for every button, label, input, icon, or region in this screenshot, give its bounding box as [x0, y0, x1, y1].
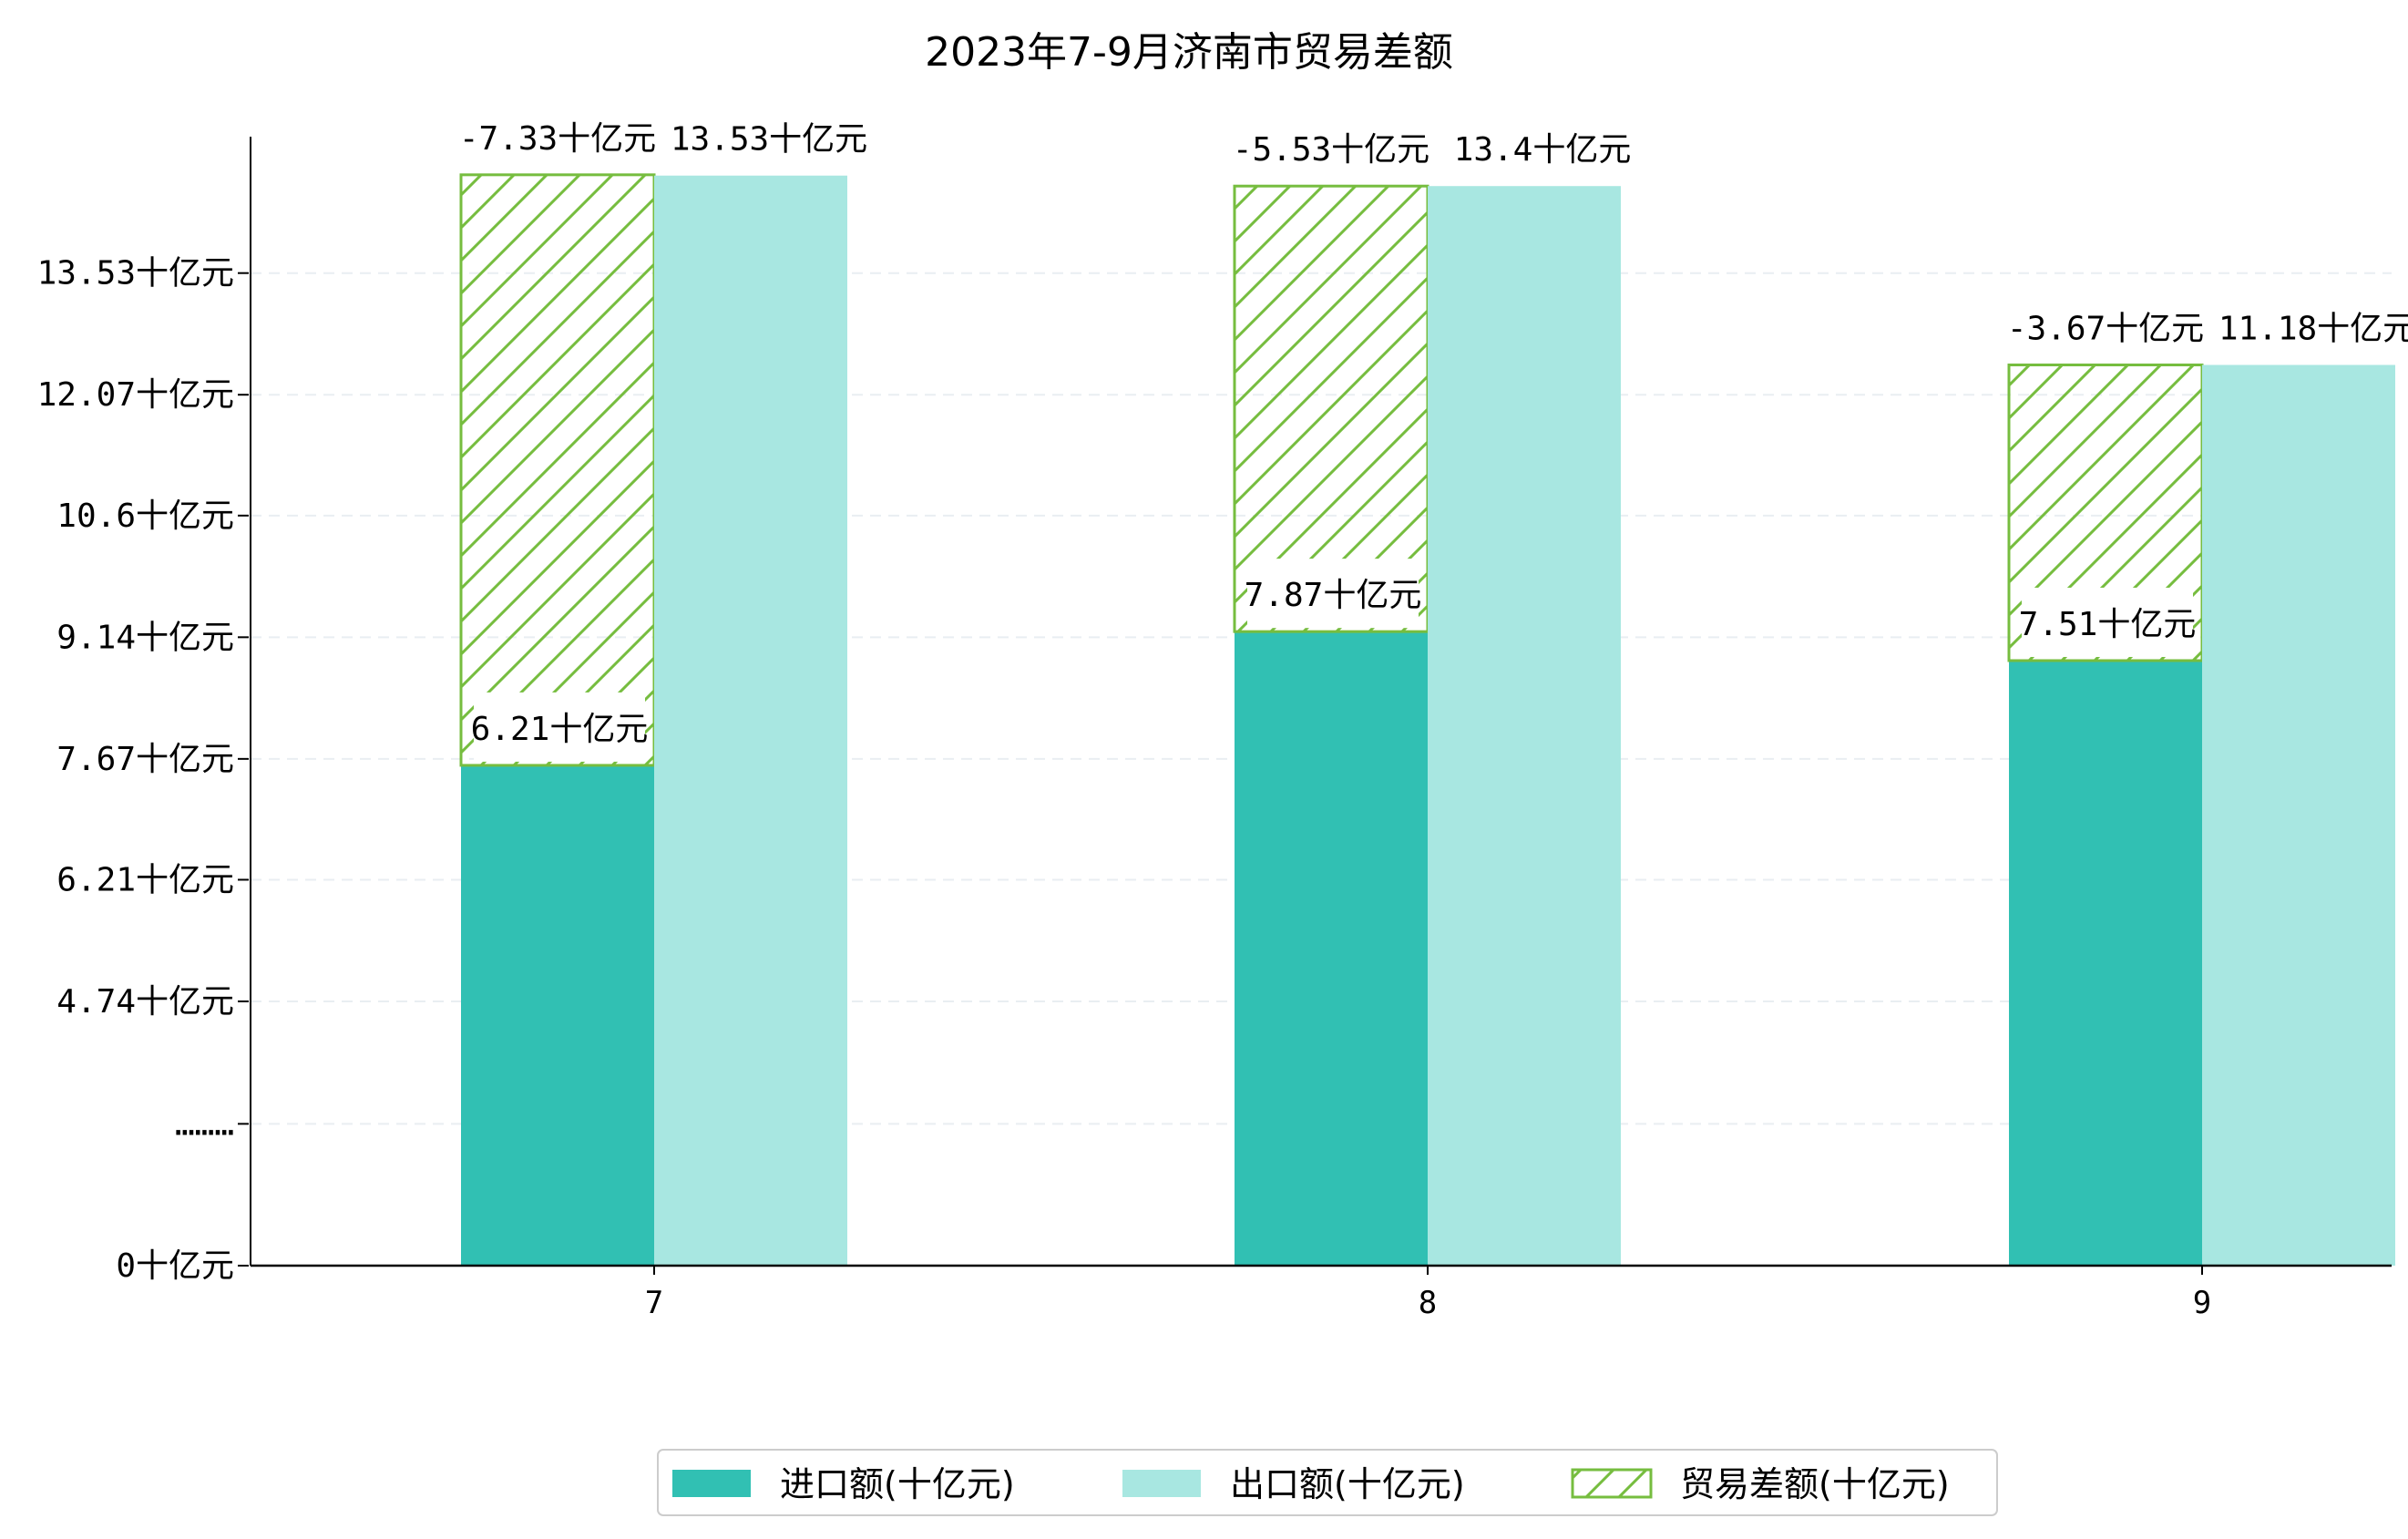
legend-swatch-balance [1571, 1468, 1653, 1499]
data-label-import-8: 7.87十亿元 [1245, 577, 1422, 614]
x-tick-label: 7 [645, 1285, 663, 1321]
y-tick-label: 6.21十亿元 [56, 861, 234, 898]
data-label-balance-8-bg [1235, 113, 1427, 183]
x-tick-label: 8 [1419, 1285, 1437, 1321]
bar-export-8 [1428, 186, 1621, 1267]
data-label-import-9: 7.51十亿元 [2019, 606, 2197, 643]
legend-box [657, 1449, 1998, 1516]
legend-label-balance: 贸易差额(十亿元) [1680, 1464, 1950, 1504]
data-label-balance-7-bg [462, 101, 653, 171]
y-tick-label: ……… [175, 1105, 234, 1143]
data-label-import-7: 6.21十亿元 [471, 711, 649, 748]
bar-import-7 [461, 764, 654, 1266]
y-tick-label: 13.53十亿元 [37, 255, 234, 292]
bar-export-9 [2202, 364, 2395, 1266]
y-tick-label: 9.14十亿元 [56, 619, 234, 656]
bar-balance-7 [459, 173, 656, 767]
data-label-balance-7: -7.33十亿元 [459, 120, 656, 158]
data-label-export-8-bg [1457, 113, 1628, 183]
legend-label-import: 进口额(十亿元) [780, 1464, 1015, 1504]
chart-title: 2023年7-9月济南市贸易差额 [925, 29, 1453, 76]
data-label-export-7-bg [673, 102, 865, 172]
x-tick-label: 9 [2193, 1285, 2211, 1321]
bar-export-7 [654, 175, 847, 1267]
y-tick-label: 12.07十亿元 [37, 376, 234, 414]
bar-balance-8 [1233, 184, 1429, 633]
data-label-import-9-bg [2022, 587, 2193, 657]
data-labels: 13.53十亿元 -7.33十亿元 6.21十亿元 13.4十亿元 -5.53十亿元 7.… [459, 101, 2408, 762]
axes: 0十亿元 ……… 4.74十亿元 6.21十亿元 7.67十亿元 9.14十亿元 10.6十… [37, 137, 2392, 1321]
data-label-balance-8: -5.53十亿元 [1233, 131, 1429, 169]
legend-label-export: 出口额(十亿元) [1230, 1464, 1465, 1504]
legend[interactable]: 进口额(十亿元) 出口额(十亿元) 贸易差额(十亿元) [657, 1449, 1998, 1516]
bar-import-8 [1235, 631, 1428, 1266]
data-label-export-7: 13.53十亿元 [671, 121, 867, 159]
y-tick-label: 4.74十亿元 [56, 983, 234, 1021]
y-tick-label: 7.67十亿元 [56, 741, 234, 778]
y-tick-label: 0十亿元 [116, 1247, 234, 1285]
y-tick-label: 10.6十亿元 [56, 498, 234, 535]
data-label-balance-9: -3.67十亿元 [2007, 310, 2204, 347]
legend-swatch-export [1122, 1470, 1201, 1497]
data-label-import-7-bg [474, 692, 645, 762]
data-label-export-9-bg [2221, 292, 2408, 362]
legend-swatch-import [672, 1470, 751, 1497]
bars [459, 173, 2395, 1267]
data-label-export-9: 11.18十亿元 [2218, 310, 2408, 347]
data-label-import-8-bg [1247, 559, 1419, 629]
data-label-export-8: 13.4十亿元 [1454, 131, 1632, 169]
data-label-balance-9-bg [2010, 292, 2201, 362]
bar-import-9 [2009, 660, 2202, 1266]
